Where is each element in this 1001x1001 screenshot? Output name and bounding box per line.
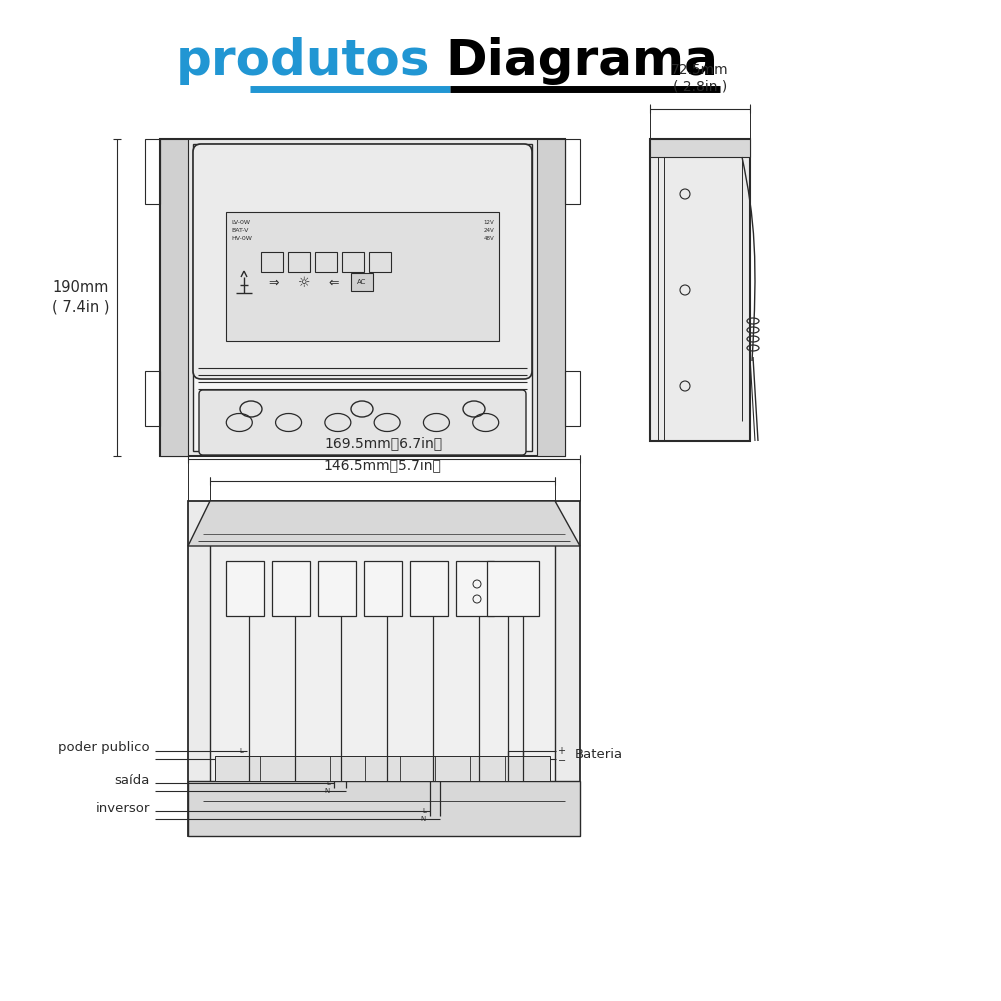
Text: Diagrama: Diagrama	[445, 37, 718, 85]
Text: BAT-V: BAT-V	[231, 228, 248, 233]
Text: N: N	[420, 816, 426, 822]
Bar	[188, 500, 580, 836]
Text: N: N	[238, 756, 243, 762]
Polygon shape	[188, 500, 580, 546]
Bar	[369, 252, 391, 272]
Text: 72.5mm
( 2.8in ): 72.5mm ( 2.8in )	[672, 63, 729, 94]
Bar	[318, 561, 356, 616]
Bar	[364, 561, 402, 616]
Bar	[487, 561, 539, 616]
Text: ☼: ☼	[297, 276, 310, 290]
Bar	[351, 273, 373, 291]
Bar	[188, 781, 580, 836]
Bar	[210, 500, 555, 831]
Bar	[537, 139, 565, 456]
Text: ⇐: ⇐	[328, 276, 339, 289]
Bar	[565, 139, 580, 204]
Text: L: L	[326, 780, 330, 786]
Bar	[226, 561, 264, 616]
Bar	[410, 561, 448, 616]
Text: L: L	[422, 808, 426, 814]
FancyBboxPatch shape	[199, 390, 526, 455]
Text: 169.5mm（6.7in）: 169.5mm（6.7in）	[325, 436, 443, 450]
Bar	[315, 252, 337, 272]
Text: 12V: 12V	[483, 220, 494, 225]
Text: produtos: produtos	[175, 37, 430, 85]
Bar	[226, 212, 499, 341]
Bar	[160, 139, 188, 456]
Text: +: +	[558, 746, 570, 756]
Bar	[650, 139, 750, 157]
Bar	[261, 252, 283, 272]
Text: 190mm
( 7.4in ): 190mm ( 7.4in )	[51, 280, 109, 315]
Bar	[145, 139, 160, 204]
Text: Bateria: Bateria	[575, 748, 624, 761]
Bar	[456, 561, 494, 616]
Text: N: N	[324, 788, 330, 794]
Bar	[565, 371, 580, 426]
Text: LV-0W: LV-0W	[231, 220, 250, 225]
Text: 48V: 48V	[483, 236, 494, 241]
Text: AC: AC	[357, 279, 366, 285]
Text: 146.5mm（5.7in）: 146.5mm（5.7in）	[323, 458, 441, 472]
Bar	[215, 756, 550, 781]
Text: L: L	[239, 748, 243, 754]
Bar	[160, 139, 565, 456]
Bar	[272, 561, 310, 616]
Text: saída: saída	[115, 774, 150, 787]
Text: ⇒: ⇒	[268, 276, 279, 289]
Bar	[193, 144, 532, 451]
Text: −: −	[558, 756, 567, 766]
Text: 24V: 24V	[483, 228, 494, 233]
Text: inversor: inversor	[96, 802, 150, 815]
Bar	[145, 371, 160, 426]
Text: poder publico: poder publico	[58, 742, 150, 755]
FancyBboxPatch shape	[193, 144, 532, 379]
Bar	[650, 139, 750, 441]
Bar	[342, 252, 364, 272]
Bar	[288, 252, 310, 272]
Text: HV-0W: HV-0W	[231, 236, 252, 241]
